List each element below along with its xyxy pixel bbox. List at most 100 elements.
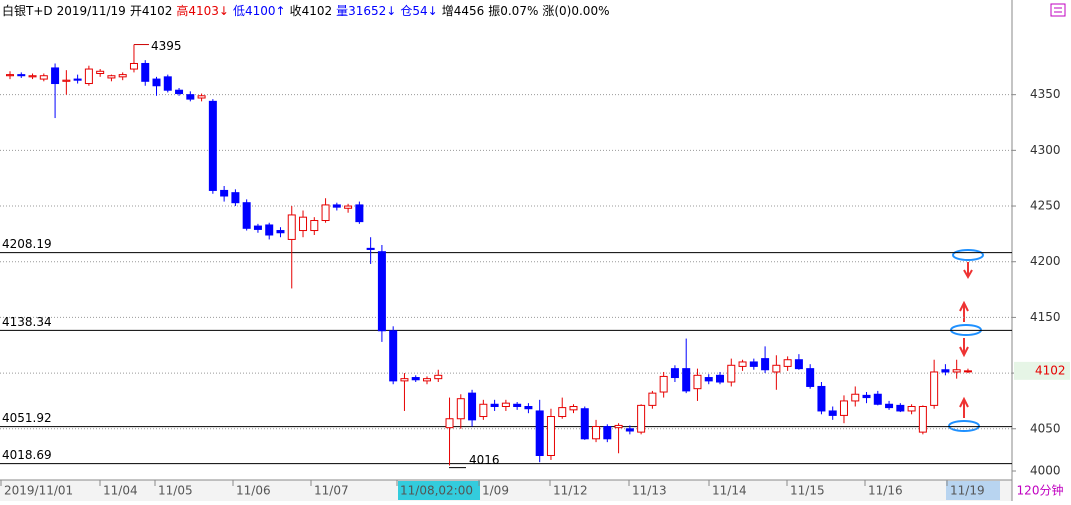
min-annotation: 4016	[469, 453, 500, 467]
candle-body	[693, 374, 702, 390]
x-label-highlight	[398, 481, 480, 500]
x-tick-label: 11/06	[236, 484, 271, 498]
period-label[interactable]: 120分钟	[1017, 483, 1064, 498]
y-tick-label: 4000	[1030, 464, 1061, 478]
candle-body	[952, 369, 961, 373]
candle-body	[220, 189, 229, 197]
candle-body	[524, 405, 533, 410]
candle-body	[445, 418, 454, 429]
candle-body	[17, 74, 26, 77]
candle-body	[73, 78, 82, 81]
candle-body	[434, 374, 443, 380]
header-item: 白银T+D	[2, 3, 53, 18]
x-tick-label: 11/04	[103, 484, 138, 498]
candle-body	[96, 70, 105, 75]
header-item: 涨(0)0.00%	[542, 3, 609, 18]
candle-body	[400, 378, 409, 382]
x-label-highlight	[946, 481, 1000, 500]
candle-body	[963, 370, 972, 373]
arrow	[959, 396, 969, 418]
candle-body	[535, 410, 544, 456]
y-tick-label: 4300	[1030, 143, 1061, 157]
candle-body	[670, 368, 679, 379]
level-label: 4138.34	[2, 315, 52, 329]
candle-body	[885, 403, 894, 409]
candle-body	[107, 75, 116, 79]
candle-body	[794, 359, 803, 370]
y-tick-label: 4200	[1030, 254, 1061, 268]
candle-body	[287, 214, 296, 240]
candle-body	[377, 251, 386, 332]
x-tick-label: 1/09	[482, 484, 509, 498]
candle-body	[231, 192, 240, 204]
x-tick-label: 11/19	[950, 484, 985, 498]
candle-body	[592, 426, 601, 440]
candle-body	[197, 95, 206, 99]
candle-body	[704, 377, 713, 382]
candle-body	[648, 392, 657, 406]
candle-body	[355, 204, 364, 223]
candle-body	[772, 364, 781, 373]
x-axis-band	[0, 480, 1012, 501]
candle-body	[513, 403, 522, 407]
x-tick-label: 2019/11/01	[4, 484, 73, 498]
candle-body	[310, 220, 319, 232]
candle-body	[783, 359, 792, 367]
level-label: 4208.19	[2, 237, 52, 251]
candle-body	[806, 368, 815, 387]
y-tick-label: 4150	[1030, 310, 1061, 324]
candle-body	[828, 410, 837, 416]
candle-body	[129, 62, 138, 70]
candle-body	[186, 94, 195, 100]
x-tick-label: 11/15	[790, 484, 825, 498]
candle-body	[738, 361, 747, 367]
candle-body	[682, 368, 691, 392]
candle-body	[546, 416, 555, 456]
arrow	[959, 300, 969, 322]
candle-body	[569, 405, 578, 411]
candle-body	[761, 358, 770, 371]
candle-body	[941, 369, 950, 373]
x-tick-label: 11/13	[632, 484, 667, 498]
header-item: 开4102	[130, 4, 173, 18]
candle-body	[141, 62, 150, 82]
header-item: 量31652↓	[336, 4, 396, 18]
candle-body	[625, 428, 634, 432]
level-label: 4051.92	[2, 411, 52, 425]
candle-body	[930, 371, 939, 406]
candle-body	[276, 230, 285, 234]
header-item: 增4456	[442, 4, 485, 18]
candle-body	[817, 385, 826, 412]
candle-body	[873, 393, 882, 405]
candle-body	[242, 202, 251, 229]
candle-body	[84, 68, 93, 85]
candle-body	[558, 407, 567, 418]
candle-body	[51, 67, 60, 85]
candle-body	[479, 403, 488, 418]
candle-body	[851, 393, 860, 402]
candle-body	[321, 204, 330, 222]
candle-body	[749, 361, 758, 367]
header-item: 2019/11/19	[57, 4, 126, 18]
menu-icon[interactable]	[1050, 3, 1066, 17]
candle-body	[580, 408, 589, 440]
candle-body	[907, 405, 916, 412]
header: 白银T+D 2019/11/19 开4102 高4103↓ 低4100↑ 收4102 量31…	[2, 3, 609, 18]
header-item: 仓54↓	[400, 4, 437, 18]
ellipse	[952, 249, 984, 261]
max-annotation: 4395	[151, 39, 182, 53]
x-tick-label: 11/07	[314, 484, 349, 498]
header-item: 振0.07%	[488, 4, 538, 18]
x-tick-label: 11/12	[553, 484, 588, 498]
candle-body	[62, 79, 71, 82]
candle-body	[299, 216, 308, 232]
x-tick-label: 11/16	[868, 484, 903, 498]
candle-body	[468, 392, 477, 421]
candle-body	[918, 405, 927, 433]
last-price-box	[1014, 361, 1070, 380]
arrow	[959, 338, 969, 358]
last-price: 4102	[1035, 363, 1066, 377]
candle-body	[332, 204, 341, 208]
candle-body	[490, 403, 499, 407]
